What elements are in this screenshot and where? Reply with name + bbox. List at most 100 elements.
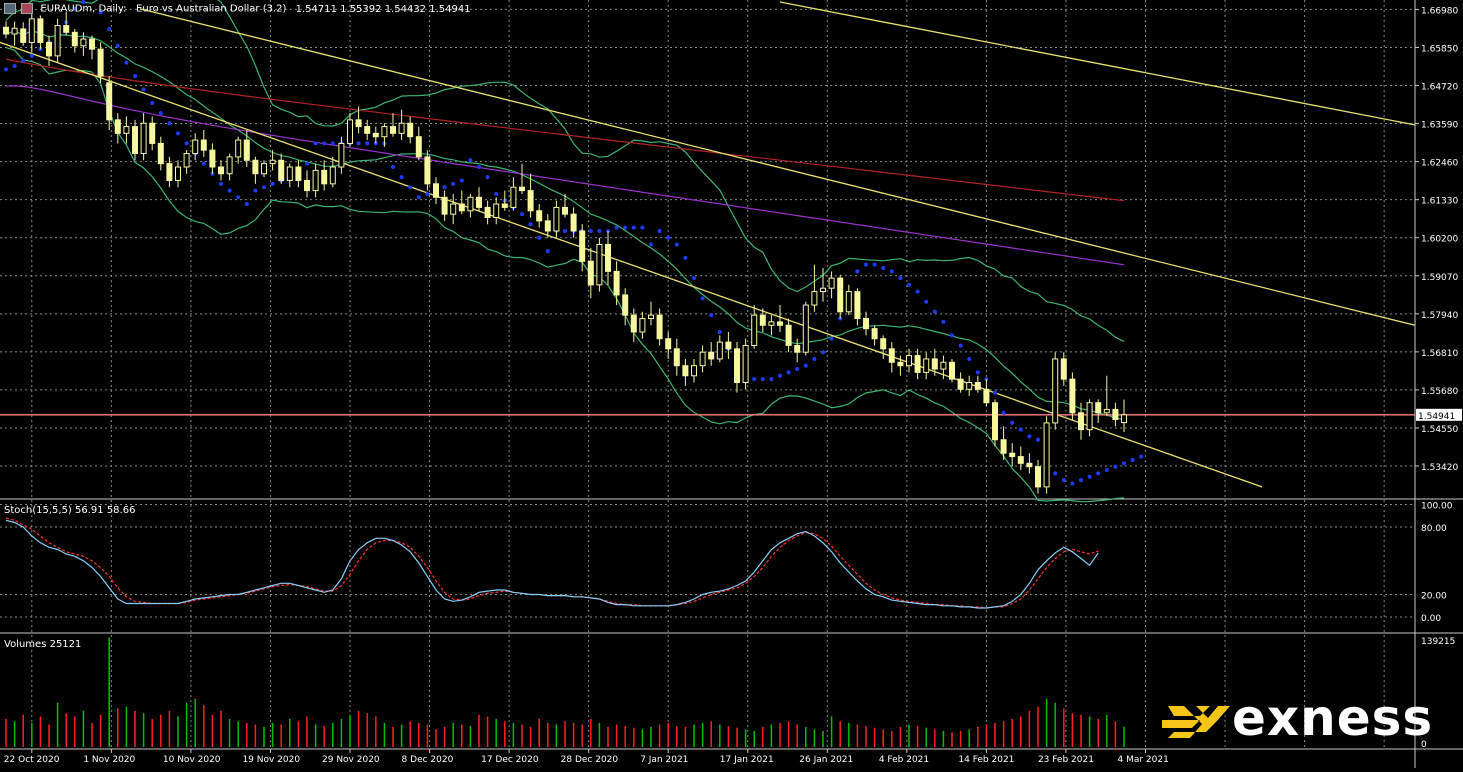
- candle-body: [966, 382, 973, 390]
- candle-body: [1000, 439, 1007, 454]
- candle-body: [1112, 408, 1119, 421]
- candle-body: [871, 328, 878, 340]
- ohlc-readout: 1.54711 1.55392 1.54432 1.54941: [295, 3, 471, 15]
- candle-body: [742, 344, 749, 384]
- parabolic-sar-dot: [244, 202, 249, 207]
- candle-body: [476, 196, 482, 208]
- candle-body: [269, 159, 276, 165]
- candle-body: [415, 136, 422, 158]
- price-axis-label: 1.66980: [1421, 6, 1458, 16]
- candle-body: [123, 126, 130, 134]
- candle-body: [1121, 414, 1127, 424]
- parabolic-sar-dot: [907, 282, 911, 287]
- candle-body: [794, 344, 801, 353]
- price-axis-label: 1.56810: [1421, 349, 1458, 359]
- candle-body: [11, 27, 18, 35]
- candle-body: [1060, 358, 1067, 380]
- candle-body: [630, 314, 637, 333]
- price-axis-label: 1.65850: [1421, 44, 1458, 54]
- candle-body: [622, 294, 629, 316]
- parabolic-sar-dot: [158, 111, 163, 116]
- parabolic-sar-dot: [932, 309, 937, 314]
- parabolic-sar-dot: [133, 74, 137, 79]
- time-axis-label: 26 Jan 2021: [799, 755, 853, 765]
- exness-logo-icon: [1162, 706, 1230, 738]
- parabolic-sar-dot: [1053, 471, 1058, 476]
- parabolic-sar-dot: [649, 242, 653, 247]
- parabolic-sar-dot: [459, 178, 464, 183]
- parabolic-sar-dot: [81, 0, 86, 4]
- price-axis-label: 1.59070: [1421, 273, 1458, 283]
- price-axis-label: 1.61330: [1421, 197, 1458, 207]
- candle-body: [166, 163, 173, 181]
- moving-average-red: [5, 58, 1125, 202]
- parabolic-sar-dot: [597, 228, 602, 233]
- candle-body: [321, 169, 328, 185]
- candle-body: [37, 18, 44, 43]
- candle-body: [734, 348, 740, 384]
- parabolic-sar-dot: [640, 225, 645, 230]
- trend-line-upper: [779, 1, 1416, 126]
- price-axis-label: 1.64720: [1421, 83, 1458, 93]
- parabolic-sar-dot: [1087, 474, 1092, 479]
- parabolic-sar-dot: [485, 175, 490, 180]
- price-axis-label: 1.53420: [1421, 463, 1458, 473]
- parabolic-sar-dot: [760, 377, 765, 382]
- candle-body: [140, 122, 147, 155]
- time-axis-label: 4 Feb 2021: [879, 755, 929, 765]
- candle-body: [1052, 358, 1059, 424]
- parabolic-sar-dot: [1139, 454, 1144, 459]
- parabolic-sar-dot: [872, 262, 877, 267]
- bollinger-middle: [5, 30, 1125, 421]
- candle-body: [183, 153, 190, 168]
- candle-body: [992, 402, 998, 441]
- candle-body: [888, 348, 895, 363]
- candle-body: [751, 314, 758, 346]
- parabolic-sar-dot: [993, 390, 997, 395]
- parabolic-sar-dot: [623, 225, 628, 230]
- parabolic-sar-dot: [537, 235, 542, 240]
- time-axis-label: 4 Mar 2021: [1118, 755, 1169, 765]
- candle-body: [407, 122, 414, 138]
- parabolic-sar-dot: [717, 330, 722, 334]
- candle-body: [106, 82, 113, 121]
- parabolic-sar-dot: [262, 185, 266, 190]
- parabolic-sar-dot: [201, 161, 206, 166]
- parabolic-sar-dot: [674, 242, 679, 247]
- candle-body: [1103, 408, 1110, 414]
- parabolic-sar-dot: [666, 235, 671, 240]
- candle-body: [149, 122, 156, 144]
- candle-body: [1017, 456, 1024, 464]
- candle-body: [949, 361, 955, 380]
- time-axis-label: 1 Nov 2020: [83, 755, 135, 765]
- candle-body: [364, 126, 371, 134]
- parabolic-sar-dot: [468, 158, 473, 163]
- parabolic-sar-dot: [1070, 481, 1075, 486]
- time-axis-label: 22 Oct 2020: [4, 755, 60, 765]
- candle-body: [1035, 466, 1041, 488]
- candle-body: [957, 378, 964, 390]
- parabolic-sar-dot: [700, 296, 705, 301]
- parabolic-sar-dot: [408, 185, 413, 190]
- candle-body: [398, 122, 405, 134]
- candle-body: [347, 119, 353, 144]
- parabolic-sar-dot: [898, 276, 903, 281]
- candle-body: [940, 361, 947, 370]
- candle-body: [931, 358, 938, 370]
- symbol-description: Euro vs Australian Dollar (3.2): [136, 3, 287, 15]
- candle-body: [458, 203, 465, 212]
- candle-body: [673, 348, 680, 367]
- window-icon-2[interactable]: [21, 3, 34, 14]
- parabolic-sar-dot: [563, 228, 567, 233]
- candle-body: [863, 318, 869, 330]
- candle-body: [906, 355, 912, 367]
- candle-body: [768, 321, 775, 326]
- window-icon[interactable]: [4, 3, 16, 14]
- candle-body: [605, 243, 611, 272]
- parabolic-sar-dot: [356, 141, 361, 146]
- candle-body: [983, 388, 990, 404]
- price-axis-label: 1.63590: [1421, 121, 1458, 131]
- parabolic-sar-dot: [657, 228, 662, 233]
